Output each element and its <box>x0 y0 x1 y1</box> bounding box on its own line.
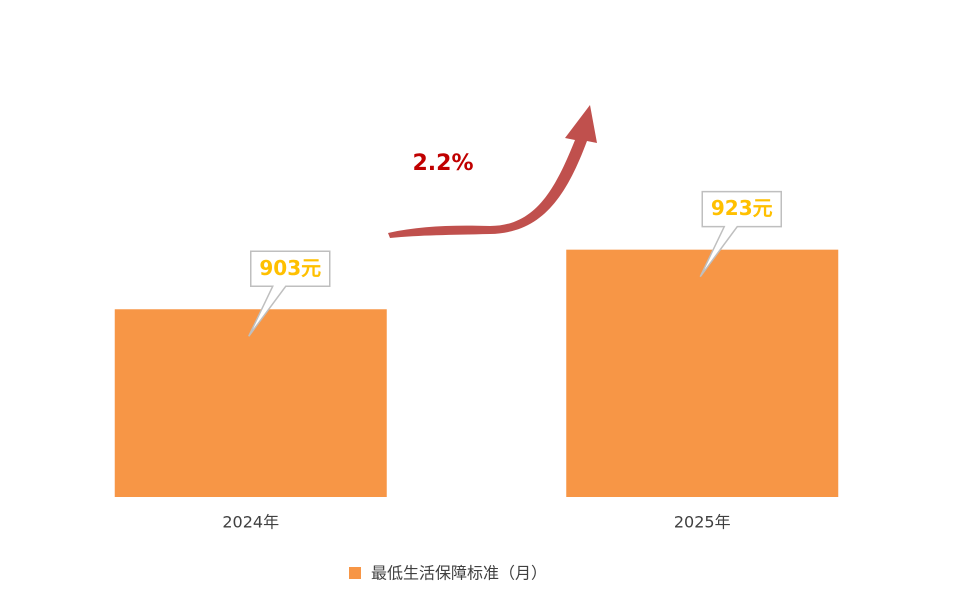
value-label: 923元 <box>711 196 773 220</box>
value-label: 903元 <box>259 256 321 280</box>
bar <box>114 309 387 497</box>
x-tick-label: 2025年 <box>674 513 731 532</box>
callout-box <box>248 250 331 337</box>
legend-swatch <box>349 567 361 579</box>
x-tick-label: 2024年 <box>222 513 279 532</box>
bar <box>566 249 839 497</box>
growth-arrow <box>388 105 597 238</box>
callout-box <box>699 190 782 278</box>
growth-annotation: 2.2% <box>412 151 473 176</box>
legend-label: 最低生活保障标准（月） <box>371 564 547 583</box>
